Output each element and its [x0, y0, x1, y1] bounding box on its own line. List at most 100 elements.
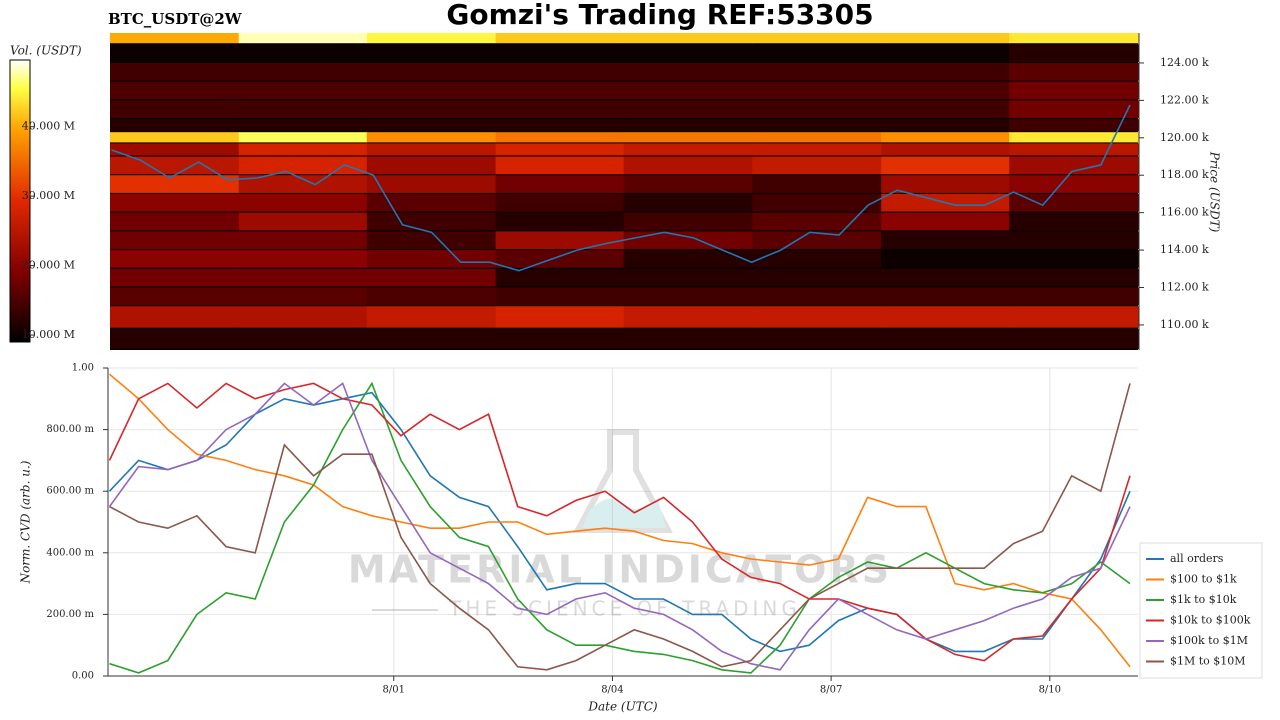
heatmap-cell — [495, 328, 625, 349]
heatmap-cell — [495, 62, 625, 81]
y-tick-label: 116.00 k — [1160, 206, 1209, 219]
heatmap-cell — [238, 231, 368, 250]
heatmap-cell — [495, 306, 625, 328]
heatmap-cell — [1009, 143, 1139, 156]
heatmap-cell — [752, 268, 882, 287]
y-tick-label: 120.00 k — [1160, 131, 1209, 144]
heatmap-cell — [110, 44, 240, 62]
heatmap-cell — [366, 81, 497, 100]
heatmap-cell — [366, 231, 497, 250]
heatmap-cell — [366, 287, 497, 306]
heatmap-cell — [623, 33, 753, 44]
heatmap-cell — [110, 231, 240, 250]
heatmap-cell — [623, 81, 753, 100]
heatmap-cell — [495, 175, 625, 193]
heatmap-cell — [495, 119, 625, 132]
legend-label: $100 to $1k — [1170, 573, 1237, 586]
heatmap-cell — [752, 175, 882, 193]
heatmap-cell — [110, 287, 240, 306]
colorbar-label: Vol. (USDT) — [10, 44, 82, 58]
y-axis-label: Norm. CVD (arb. u.) — [19, 460, 33, 584]
heatmap-cell — [495, 143, 625, 156]
heatmap-cell — [366, 193, 497, 212]
heatmap-cell — [366, 306, 497, 328]
heatmap-cell — [238, 156, 368, 175]
heatmap-cell — [366, 175, 497, 193]
heatmap-cell — [238, 100, 368, 119]
heatmap-cell — [1009, 62, 1139, 81]
heatmap-cell — [623, 119, 753, 132]
y-tick-label: 600.00 m — [46, 486, 94, 497]
heatmap-cell — [238, 81, 368, 100]
heatmap-cell — [1009, 250, 1139, 268]
heatmap-cell — [495, 44, 625, 62]
y-tick-label: 0.00 — [72, 671, 94, 682]
y-tick-label: 122.00 k — [1160, 93, 1209, 106]
heatmap-cell — [752, 143, 882, 156]
heatmap-cell — [495, 250, 625, 268]
watermark-title: MATERIAL INDICATORS — [348, 548, 892, 592]
heatmap-cell — [881, 287, 1010, 306]
heatmap-cell — [1009, 287, 1139, 306]
heatmap-cell — [110, 100, 240, 119]
heatmap-cell — [623, 175, 753, 193]
heatmap-cell — [495, 132, 625, 143]
chart-subtitle: BTC_USDT@2W — [108, 10, 243, 28]
heatmap-cell — [366, 212, 497, 231]
colorbar — [9, 59, 31, 343]
heatmap-cell — [238, 268, 368, 287]
legend-label: $10k to $100k — [1170, 614, 1251, 627]
heatmap-cell — [623, 100, 753, 119]
heatmap-cell — [238, 212, 368, 231]
heatmap-cell — [110, 193, 240, 212]
heatmap-cell — [881, 132, 1010, 143]
heatmap-cell — [881, 100, 1010, 119]
x-tick-label: 8/01 — [383, 685, 405, 696]
heatmap-cell — [1009, 100, 1139, 119]
y-tick-label: 112.00 k — [1160, 280, 1209, 293]
heatmap-cell — [623, 156, 753, 175]
heatmap-cell — [110, 33, 240, 44]
heatmap-cell — [881, 306, 1010, 328]
heatmap-cell — [366, 119, 497, 132]
heatmap-cell — [881, 268, 1010, 287]
heatmap-cell — [110, 306, 240, 328]
heatmap-cell — [238, 250, 368, 268]
y-axis-label: Price (USDT) — [1208, 151, 1222, 233]
heatmap-cell — [110, 62, 240, 81]
heatmap-cell — [495, 268, 625, 287]
heatmap-cell — [495, 100, 625, 119]
heatmap-cell — [1009, 33, 1139, 44]
legend-label: $100k to $1M — [1170, 634, 1248, 647]
heatmap-cell — [881, 175, 1010, 193]
y-tick-label: 400.00 m — [46, 547, 94, 558]
heatmap-cell — [881, 119, 1010, 132]
heatmap-cell — [238, 119, 368, 132]
heatmap-cell — [623, 193, 753, 212]
heatmap-cell — [238, 287, 368, 306]
heatmap-cell — [623, 143, 753, 156]
heatmap-cell — [752, 81, 882, 100]
heatmap-cell — [110, 132, 240, 143]
heatmap-cell — [623, 328, 753, 349]
heatmap-cell — [366, 268, 497, 287]
heatmap-cell — [110, 143, 240, 156]
heatmap-cell — [495, 287, 625, 306]
y-tick-label: 200.00 m — [46, 609, 94, 620]
heatmap-cell — [752, 119, 882, 132]
heatmap-cell — [752, 306, 882, 328]
heatmap-cell — [752, 193, 882, 212]
series-line — [108, 391, 1131, 653]
heatmap-cell — [238, 193, 368, 212]
heatmap-cell — [623, 62, 753, 81]
y-tick-label: 110.00 k — [1160, 318, 1209, 331]
legend-label: all orders — [1170, 552, 1224, 565]
heatmap-cell — [366, 143, 497, 156]
heatmap-cell — [881, 62, 1010, 81]
heatmap-cell — [752, 328, 882, 349]
heatmap-cell — [1009, 175, 1139, 193]
heatmap-cell — [752, 287, 882, 306]
heatmap-cell — [366, 44, 497, 62]
legend-label: $1k to $10k — [1170, 593, 1237, 606]
